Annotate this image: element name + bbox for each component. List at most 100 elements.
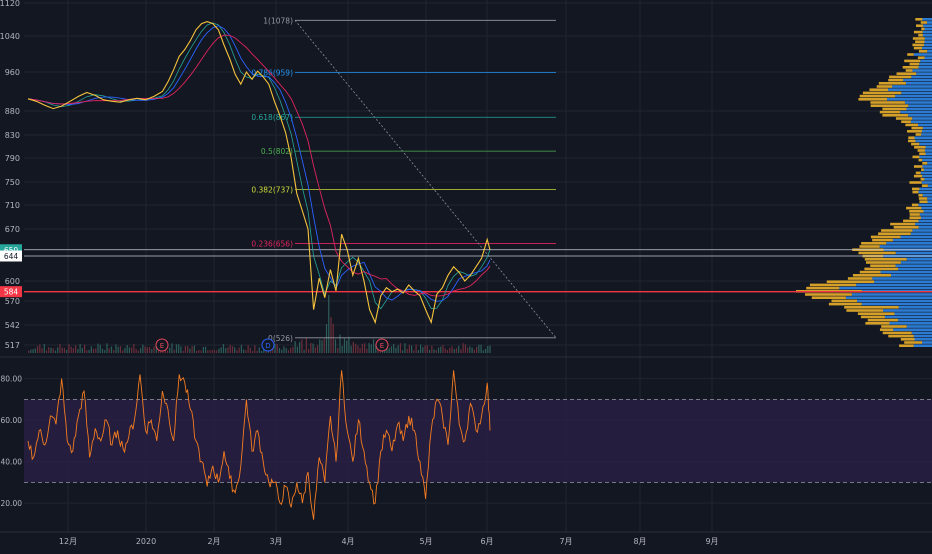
volume-profile-bar-down (857, 312, 895, 315)
event-marker-circle[interactable] (375, 338, 389, 352)
volume-bar (343, 338, 346, 353)
rsi-tick-label: 60.00 (1, 416, 23, 425)
volume-profile-bar-up (920, 59, 932, 63)
time-axis[interactable]: 12月 2020 2月 3月 4月 5月 6月 7月 8月 9月 (59, 537, 719, 546)
volume-bar (442, 344, 444, 353)
volume-profile-bar-down (867, 318, 899, 322)
volume-profile-bar-down (893, 226, 919, 229)
volume-bar (131, 347, 133, 353)
volume-profile-bar-up (918, 203, 932, 207)
volume-bar (108, 348, 110, 353)
fib-level-label: 0.5(802) (261, 147, 293, 156)
time-tick-label[interactable]: 8月 (633, 537, 646, 546)
volume-bar (453, 349, 455, 353)
price-tick-label: 1040 (0, 32, 20, 41)
volume-bar (110, 346, 113, 353)
time-tick-label[interactable]: 9月 (705, 537, 718, 546)
event-marker-circle[interactable] (261, 338, 275, 352)
volume-bar (469, 346, 471, 353)
rsi-line[interactable] (27, 370, 491, 520)
volume-profile-bar-up (895, 94, 932, 98)
volume-bar (216, 350, 218, 353)
volume-profile-bar-down (865, 322, 890, 325)
volume-profile-bar-down (866, 261, 901, 264)
volume-bar (254, 345, 256, 353)
volume-profile-bar-up (887, 88, 932, 91)
volume-bar (187, 345, 189, 353)
volume-bar (484, 348, 487, 353)
volume-bar (402, 350, 404, 353)
volume-profile-bar-down (870, 235, 901, 239)
event-marker-label: E (160, 342, 164, 350)
rsi-series[interactable] (27, 370, 491, 520)
volume-profile-bar-up (923, 168, 932, 171)
time-tick-label[interactable]: 7月 (559, 537, 572, 546)
volume-bar (106, 343, 108, 353)
fib-trend-line[interactable] (294, 20, 557, 339)
volume-bar (368, 343, 370, 353)
time-tick-label[interactable]: 3月 (269, 537, 282, 546)
volume-bar (290, 347, 292, 353)
volume-bar (43, 343, 45, 353)
time-tick-label[interactable]: 2020 (136, 537, 156, 546)
volume-bar (411, 345, 413, 353)
volume-profile-bar-down (911, 203, 919, 207)
volume-bar (348, 336, 350, 353)
volume-bar (258, 347, 260, 353)
volume-bar (375, 344, 377, 353)
volume-bar (97, 343, 99, 353)
volume-bar (72, 348, 74, 353)
volume-profile-bar-up (918, 226, 932, 229)
volume-bar (113, 350, 115, 353)
price-series[interactable] (27, 21, 491, 325)
time-tick-label[interactable]: 2月 (207, 537, 220, 546)
volume-bar (45, 350, 48, 353)
volume-profile-bar-down (826, 280, 875, 283)
volume-profile-bar-up (894, 312, 932, 315)
volume-bar (196, 350, 198, 353)
volume-profile-bar-up (922, 341, 932, 344)
event-marker-circle[interactable] (155, 338, 169, 352)
volume-bar (184, 346, 186, 353)
volume-profile-bar-down (917, 149, 925, 152)
volume-bar (489, 345, 491, 353)
volume-bar (296, 346, 298, 353)
volume-profile-bar-up (918, 123, 932, 127)
volume-profile-bar-up (914, 338, 932, 341)
volume-profile-bar-up (923, 24, 932, 27)
time-tick-label[interactable]: 12月 (59, 537, 77, 546)
fibonacci-retracement[interactable]: 1(1078) 0.786(959) 0.618(867) 0.5(802) 0.382… (251, 16, 556, 343)
volume-profile-bar-down (912, 155, 920, 159)
volume-profile-bar-down (870, 264, 896, 267)
volume-profile-bar-up (898, 318, 932, 322)
volume-bar (397, 345, 399, 353)
volume-bar (337, 347, 339, 353)
volume-profile-bar-down (900, 338, 915, 341)
volume-bar (278, 347, 281, 353)
volume-profile-bar-up (839, 286, 932, 290)
volume-bar (330, 317, 332, 353)
volume-bar (393, 343, 395, 353)
volume-profile-bar-down (811, 296, 846, 299)
volume-profile-bar-down (869, 88, 888, 91)
volume-profile-bar-down (888, 334, 914, 338)
time-tick-label[interactable]: 6月 (480, 537, 493, 546)
volume-profile-bar-up (922, 18, 932, 21)
volume-bar (319, 339, 321, 353)
price-line[interactable] (27, 21, 491, 325)
volume-bar (249, 347, 251, 353)
volume-bar (357, 345, 359, 353)
volume-bar (202, 347, 204, 353)
time-tick-label[interactable]: 4月 (341, 537, 354, 546)
volume-bar (364, 343, 366, 353)
volume-bar (61, 347, 63, 353)
volume-profile-bar-up (892, 238, 932, 242)
volume-profile-bar-up (927, 50, 932, 53)
fib-level-label: 0.382(737) (251, 185, 293, 194)
time-tick-label[interactable]: 5月 (419, 537, 432, 546)
volume-bar (236, 350, 238, 353)
volume-profile-bar-down (878, 232, 911, 235)
